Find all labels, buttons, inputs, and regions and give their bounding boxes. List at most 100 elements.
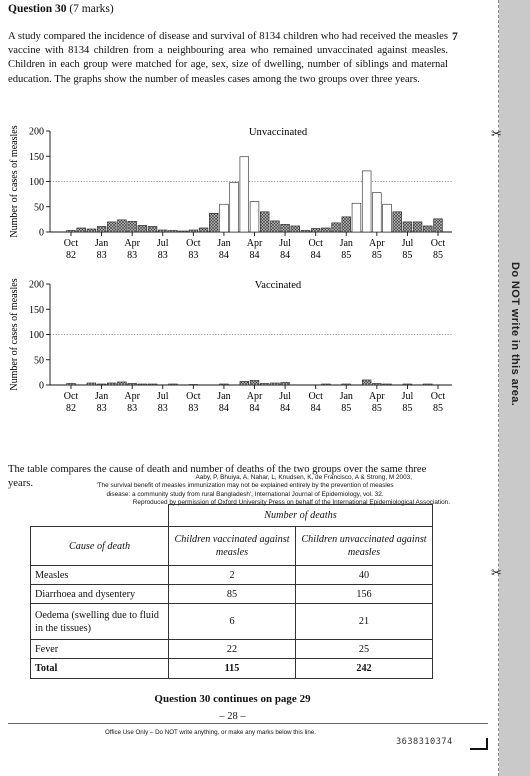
- bar: [117, 219, 127, 233]
- x-tick-label: Jan: [95, 238, 108, 249]
- bar: [382, 383, 392, 386]
- x-tick-label: 83: [127, 250, 137, 261]
- unvaccinated-cell: 156: [295, 584, 433, 604]
- bar: [392, 211, 402, 233]
- footer-rule: [8, 723, 488, 724]
- bar: [219, 203, 229, 233]
- cause-cell: Fever: [30, 639, 169, 659]
- x-tick-label: Oct: [431, 238, 446, 249]
- y-tick-label: 150: [29, 305, 44, 316]
- bar: [280, 382, 290, 386]
- x-tick-label: 84: [311, 403, 321, 414]
- bar: [127, 221, 137, 233]
- x-tick-label: 83: [97, 403, 107, 414]
- x-tick-label: 82: [66, 403, 76, 414]
- bar: [341, 383, 351, 386]
- x-tick-label: 85: [433, 250, 443, 261]
- x-tick-label: Apr: [369, 238, 385, 249]
- y-axis-label: Number of cases of measles: [9, 125, 20, 237]
- bar: [249, 201, 260, 233]
- x-tick-label: 84: [280, 250, 290, 261]
- x-tick-label: Jul: [157, 238, 169, 249]
- x-tick-label: 84: [219, 250, 229, 261]
- x-tick-label: Jul: [402, 391, 414, 402]
- table-total-row: Total 115 242: [30, 658, 433, 679]
- bar: [76, 227, 86, 233]
- column-header-unvaccinated: Children unvaccinated against measles: [295, 526, 433, 566]
- bar: [178, 230, 188, 233]
- x-tick-label: Apr: [369, 391, 385, 402]
- x-tick-label: 84: [250, 250, 260, 261]
- y-tick-label: 200: [29, 127, 44, 138]
- x-tick-label: 84: [250, 403, 260, 414]
- question-heading: Question 30 (7 marks): [8, 3, 114, 15]
- cause-cell: Diarrhoea and dysentery: [30, 584, 169, 604]
- x-tick-label: 83: [158, 403, 168, 414]
- table-corner-cell: [30, 504, 169, 527]
- citation-permission: Reproduced by permission of Oxford Unive…: [132, 499, 450, 507]
- bar: [229, 182, 239, 233]
- x-tick-label: 85: [372, 250, 382, 261]
- scissors-icon: ✂: [491, 127, 502, 142]
- margin-warning: Do NOT write in this area.: [501, 262, 527, 502]
- margin-warning-text: Do NOT write in this area.: [509, 262, 521, 407]
- x-tick-label: 83: [158, 250, 168, 261]
- x-tick-label: 84: [280, 403, 290, 414]
- bar: [168, 230, 178, 233]
- bar: [96, 226, 107, 233]
- bar: [290, 225, 300, 233]
- unvaccinated-cell: 40: [295, 565, 433, 585]
- bar: [433, 218, 443, 233]
- x-tick-label: 83: [97, 250, 107, 261]
- x-tick-label: Apr: [124, 238, 140, 249]
- x-tick-label: 83: [127, 403, 137, 414]
- table-intro: The table compares the cause of death an…: [8, 464, 427, 489]
- measles-charts: Unvaccinated Number of cases of measles 0 5…: [9, 125, 452, 414]
- y-tick-label: 0: [39, 228, 44, 239]
- scissors-icon: ✂: [491, 566, 502, 581]
- bar: [66, 383, 76, 386]
- bar: [219, 383, 229, 386]
- bar: [331, 222, 341, 233]
- citation-title: 'The survival benefit of measles immuniz…: [96, 482, 394, 490]
- bar: [239, 381, 249, 386]
- office-use-note: Office Use Only – Do NOT write anything,…: [105, 729, 316, 736]
- bar: [310, 228, 321, 233]
- y-tick-label: 100: [29, 177, 44, 188]
- marks-column: 7: [452, 31, 458, 43]
- deaths-table: Number of deaths Cause of death Children…: [30, 504, 433, 679]
- x-tick-label: Oct: [308, 238, 323, 249]
- citation-authors: Aaby, P, Bhuiya, A, Nahar, L, Knudsen, K…: [195, 474, 412, 481]
- x-tick-label: Jan: [340, 238, 353, 249]
- margin-strip: [499, 0, 530, 776]
- bar: [372, 383, 382, 386]
- bar: [351, 202, 362, 233]
- bar: [361, 170, 372, 233]
- bar: [280, 224, 290, 233]
- x-tick-label: 85: [402, 403, 412, 414]
- vaccinated-cell: 2: [168, 565, 296, 585]
- x-tick-label: 84: [311, 250, 321, 261]
- x-tick-label: 85: [341, 250, 351, 261]
- x-tick-label: Jul: [279, 238, 291, 249]
- question-intro: A study compared the incidence of diseas…: [8, 31, 448, 85]
- corner-mark: [470, 738, 488, 750]
- bar: [402, 383, 413, 386]
- y-tick-label: 150: [29, 152, 44, 163]
- citation-journal: disease: a community study from rural Ba…: [106, 490, 384, 498]
- bar: [382, 203, 392, 233]
- vaccinated-chart: Vaccinated Number of cases of measles 0 50 1…: [9, 278, 452, 414]
- bar: [107, 382, 117, 386]
- bar: [270, 382, 280, 386]
- x-tick-label: Jul: [279, 391, 291, 402]
- x-tick-label: Jul: [402, 238, 414, 249]
- total-unvaccinated-cell: 242: [295, 658, 433, 679]
- x-tick-label: 85: [402, 250, 412, 261]
- chart-title: Unvaccinated: [249, 127, 308, 138]
- x-tick-label: Apr: [124, 391, 140, 402]
- bar: [96, 383, 107, 386]
- x-tick-label: Oct: [64, 238, 79, 249]
- column-header-cause: Cause of death: [30, 526, 169, 566]
- bar: [423, 225, 433, 233]
- bar: [168, 383, 178, 386]
